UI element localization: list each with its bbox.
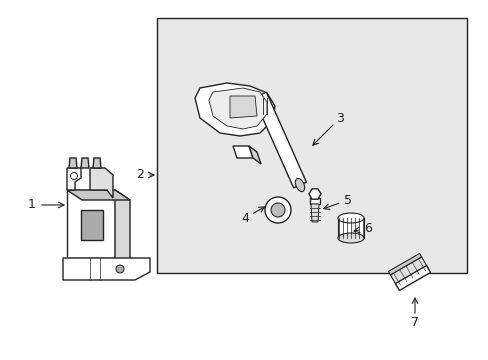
Polygon shape [93,158,101,168]
Polygon shape [387,253,421,275]
Polygon shape [115,190,130,268]
Ellipse shape [337,233,363,243]
Polygon shape [395,266,430,291]
Polygon shape [67,190,130,200]
Text: 5: 5 [343,194,351,207]
Polygon shape [90,168,113,198]
Text: 7: 7 [410,316,418,329]
Polygon shape [337,218,363,238]
Text: 6: 6 [364,221,371,234]
Polygon shape [208,88,266,129]
Circle shape [116,265,124,273]
Polygon shape [195,83,274,136]
Ellipse shape [337,213,363,223]
Circle shape [264,197,290,223]
Polygon shape [81,210,103,240]
Text: 1: 1 [28,198,36,211]
Polygon shape [229,96,257,118]
Ellipse shape [295,179,304,192]
Polygon shape [248,146,261,164]
Text: 3: 3 [335,112,343,125]
Polygon shape [67,168,81,190]
Polygon shape [308,189,320,199]
Polygon shape [309,198,319,204]
Polygon shape [63,258,150,280]
Polygon shape [310,204,318,222]
Polygon shape [67,190,115,258]
Polygon shape [81,158,89,168]
Polygon shape [389,257,427,287]
Circle shape [270,203,285,217]
Text: 4: 4 [241,211,248,225]
Circle shape [70,172,77,180]
Polygon shape [253,92,306,188]
Bar [157,18,466,273]
Text: 2: 2 [136,168,143,181]
Polygon shape [69,158,77,168]
Polygon shape [232,146,252,158]
